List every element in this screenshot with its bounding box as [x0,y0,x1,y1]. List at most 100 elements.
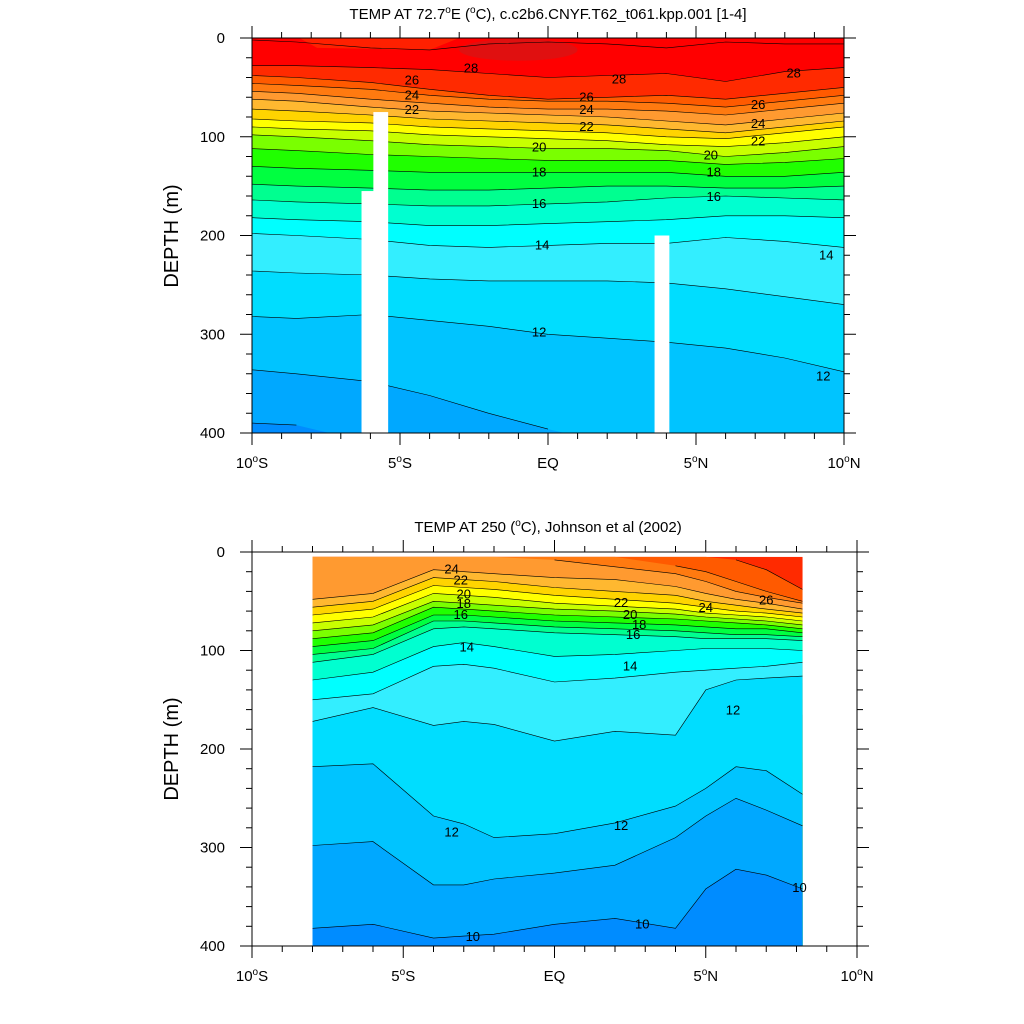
isotherm-line [554,559,803,604]
y-tick-label: 300 [200,840,225,857]
contour-label: 20 [532,140,546,155]
y-tick-label: 400 [200,938,225,955]
contour-label: 10 [466,929,480,944]
temperature-fill-layer [252,38,844,433]
contour-label: 18 [632,617,646,632]
chart-panel-bottom: TEMP AT 250 (oC), Johnson et al (2002) 2… [161,518,874,985]
contour-label: 20 [457,586,471,601]
missing-data-column [373,112,389,433]
isotherm-line-layer [312,559,803,939]
y-tick-label: 200 [200,228,225,245]
contour-label: 16 [453,607,467,622]
contour-label: 20 [623,607,637,622]
warm-core-fill [459,38,578,61]
isotherm-line [312,797,803,886]
contour-label-layer: 2826242228262422282624222018161412201816… [405,61,834,384]
isotherm-line [312,626,803,663]
isotherm-line [252,134,844,157]
contour-label: 12 [614,818,628,833]
contour-label: 26 [405,72,419,87]
contour-label: 22 [579,119,593,134]
y-tick-label: 0 [217,544,225,561]
x-tick-label: 10oS [236,454,268,472]
isotherm-line [252,39,844,51]
contour-label: 24 [579,102,593,117]
temperature-band-fill [252,423,844,433]
isotherm-line [312,600,803,632]
contour-label: 26 [759,592,773,607]
isotherm-line [312,569,803,610]
contour-label: 16 [532,196,546,211]
contour-label: 16 [707,189,721,204]
x-tick-label: 5oN [693,967,718,985]
contour-label: 12 [726,703,740,718]
isotherm-line-layer [252,39,844,430]
isotherm-line [252,215,844,226]
missing-data-column [654,235,670,433]
isotherm-line [312,577,803,614]
contour-label: 28 [786,66,800,81]
y-tick-label: 200 [200,741,225,758]
chart-title: TEMP AT 72.7oE (oC), c.c2b6.CNYF.T62_t06… [349,5,746,23]
isotherm-line [312,593,803,624]
x-tick-label: 10oS [236,967,268,985]
isotherm-line [312,606,803,639]
y-tick-label: 100 [200,643,225,660]
y-axis-label: DEPTH (m) [161,184,183,287]
temperature-band-fill [252,369,844,433]
isotherm-line [735,559,803,590]
axes-layer: 0 100 200 300 400 10oS 5oS EQ 5oN 10oN [200,26,861,472]
contour-label: 14 [535,237,549,252]
isotherm-line [252,98,844,126]
isotherm-line [312,642,803,681]
chart-title: TEMP AT 250 (oC), Johnson et al (2002) [414,518,681,536]
contour-label: 18 [707,164,721,179]
isotherm-line [312,620,803,655]
contour-label: 22 [405,102,419,117]
isotherm-line [252,75,844,100]
isotherm-line [312,763,803,838]
y-tick-label: 100 [200,129,225,146]
x-tick-label: EQ [537,455,559,472]
axes-layer: 0 100 200 300 400 10oS 5oS EQ 5oN 10oN [200,540,874,985]
contour-label: 10 [635,916,649,931]
contour-label: 18 [457,596,471,611]
contour-label: 14 [460,640,474,655]
contour-label: 12 [816,369,830,384]
contour-label: 24 [405,87,419,102]
isotherm-line [252,91,844,116]
x-tick-label: 10oN [840,967,873,985]
contour-label: 14 [623,658,637,673]
isotherm-line [312,585,803,618]
contour-label: 18 [532,164,546,179]
contour-label: 26 [579,89,593,104]
contour-label: 24 [751,116,765,131]
isotherm-line [252,233,844,248]
contour-label: 12 [444,825,458,840]
isotherm-line [252,83,844,108]
x-tick-label: 10oN [827,454,860,472]
warm-core-fill [299,38,460,50]
contour-label: 10 [792,880,806,895]
isotherm-line [252,369,549,430]
temperature-band-fill [312,869,803,946]
contour-label: 26 [751,97,765,112]
isotherm-line [675,565,803,602]
x-tick-label: 5oS [388,454,412,472]
isotherm-line [312,662,803,701]
y-axis-label: DEPTH (m) [161,697,183,800]
x-tick-label: 5oS [391,967,415,985]
y-tick-label: 400 [200,425,225,442]
contour-label: 24 [699,600,713,615]
missing-data-mask-layer [361,112,670,433]
isotherm-line [312,614,803,647]
y-tick-label: 300 [200,326,225,343]
isotherm-line [252,65,844,82]
isotherm-line [312,675,803,742]
isotherm-line [252,314,844,373]
contour-label: 16 [626,627,640,642]
contour-label: 28 [612,71,626,86]
x-tick-label: 5oN [684,454,709,472]
y-tick-label: 0 [217,30,225,47]
